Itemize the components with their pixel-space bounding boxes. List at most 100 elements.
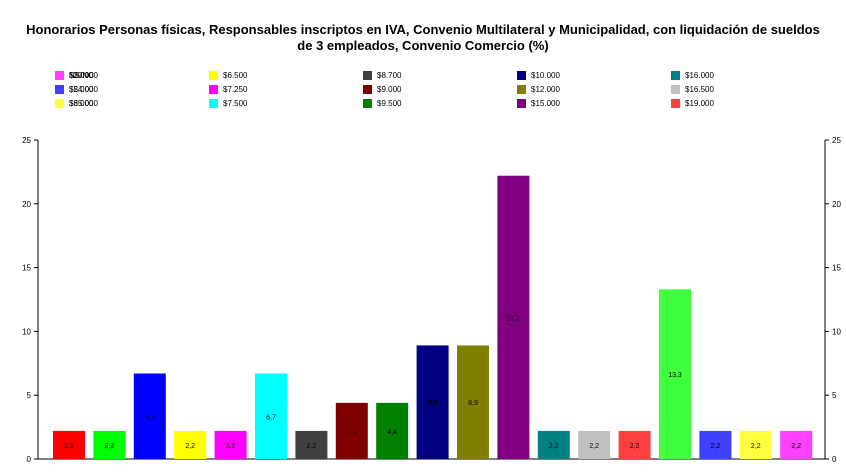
bar-data-label: 2,2 (711, 443, 721, 450)
legend-label: $35.000 (69, 99, 98, 108)
bar-data-label: 2,2 (185, 443, 195, 450)
legend-item: $16.500 (671, 83, 714, 96)
bar-data-label: 2,2 (791, 443, 801, 450)
legend-label: $10.000 (531, 71, 560, 80)
y-tick-label-left: 5 (27, 391, 32, 400)
bar (93, 430, 126, 459)
legend-swatch (363, 85, 372, 94)
bar (295, 430, 328, 459)
legend-label: $20.000 (69, 71, 98, 80)
bar-data-label: 4,4 (347, 429, 357, 436)
legend-swatch (671, 99, 680, 108)
legend-label: $16.500 (685, 85, 714, 94)
legend-item: $15.000 (517, 97, 560, 110)
y-tick-label-left: 20 (22, 200, 31, 209)
legend-label: $9.500 (377, 99, 402, 108)
legend-item: $6.500 (209, 69, 247, 82)
legend-swatch (517, 99, 526, 108)
bar (133, 373, 166, 459)
bar (618, 430, 651, 459)
y-tick-label-left: 0 (27, 455, 32, 464)
y-tick-label-right: 15 (832, 264, 841, 273)
y-tick-label-right: 0 (832, 455, 837, 464)
legend-swatch (55, 85, 64, 94)
bar-data-label: 13,3 (668, 372, 682, 379)
bar-data-label: 2,2 (307, 443, 317, 450)
y-tick-label-right: 20 (832, 200, 841, 209)
chart-title: Honorarios Personas físicas, Responsable… (20, 22, 826, 54)
legend-swatch (55, 71, 64, 80)
legend-label: $19.000 (685, 99, 714, 108)
legend-item: $7.500 (209, 97, 247, 110)
bar-data-label: 2,2 (105, 443, 115, 450)
bar (376, 402, 409, 459)
bar-data-label: 2,2 (549, 443, 559, 450)
chart-legend: $3.000 $5.000 $6.000 $6.500 $7.250 $7.500 $8.7… (55, 69, 825, 123)
bar-data-label: 8,9 (428, 400, 438, 407)
bar-data-label: 4,4 (387, 429, 397, 436)
legend-swatch (517, 71, 526, 80)
legend-label: $9.000 (377, 85, 402, 94)
bar-data-label: 2,2 (630, 443, 640, 450)
legend-label: $24.000 (69, 85, 98, 94)
bar (739, 430, 772, 459)
bar (780, 430, 813, 459)
legend-item: $19.000 (671, 97, 714, 110)
legend-label: $8.700 (377, 71, 402, 80)
bar-data-label: 22,2 (507, 315, 521, 322)
legend-item: $9.000 (363, 83, 401, 96)
y-tick-label-right: 10 (832, 327, 841, 336)
legend-swatch (671, 71, 680, 80)
legend-label: $3.000 (69, 71, 94, 80)
y-tick-label-left: 10 (22, 327, 31, 336)
legend-item: $24.000 (55, 83, 98, 96)
y-tick-label-right: 5 (832, 391, 837, 400)
bar-data-label: 8,9 (468, 400, 478, 407)
legend-label: NS/NC (69, 71, 94, 80)
bar (537, 430, 570, 459)
bar (174, 430, 207, 459)
legend-swatch (517, 85, 526, 94)
bar (335, 402, 368, 459)
y-tick-label-right: 25 (832, 136, 841, 145)
legend-swatch (671, 85, 680, 94)
legend-item: $8.700 (363, 69, 401, 82)
legend-swatch (55, 99, 64, 108)
legend-label: $7.500 (223, 99, 248, 108)
bar (53, 430, 85, 459)
chart-title-line-2: de 3 empleados, Convenio Comercio (%) (297, 38, 549, 53)
legend-item: $35.000 (55, 97, 98, 110)
legend-label: $16.000 (685, 71, 714, 80)
bar-data-label: 6,7 (266, 414, 276, 421)
bar-data-label: 6,7 (145, 414, 155, 421)
chart-title-line-1: Honorarios Personas físicas, Responsable… (26, 22, 820, 37)
legend-item: $10.000 (517, 69, 560, 82)
legend-item: NS/NC (55, 69, 94, 82)
legend-swatch (209, 85, 218, 94)
legend-label: $5.000 (69, 85, 94, 94)
legend-label: $6.500 (223, 71, 248, 80)
y-tick-label-left: 25 (22, 136, 31, 145)
legend-label: $7.250 (223, 85, 248, 94)
legend-label: $12.000 (531, 85, 560, 94)
bar (659, 289, 691, 459)
bar (214, 430, 247, 459)
bar (457, 345, 489, 459)
bar (578, 430, 611, 459)
bar (416, 345, 449, 459)
bar (255, 373, 287, 459)
legend-swatch (363, 99, 372, 108)
legend-swatch (363, 71, 372, 80)
legend-item: $12.000 (517, 83, 560, 96)
bar (497, 175, 530, 459)
bar-data-label: 2,2 (226, 443, 236, 450)
bar-data-label: 2,2 (751, 443, 761, 450)
bar-data-label: 2,2 (589, 443, 599, 450)
legend-swatch (209, 71, 218, 80)
bar-data-label: 2,2 (64, 443, 74, 450)
bar (699, 430, 732, 459)
legend-item: $9.500 (363, 97, 401, 110)
legend-label: $15.000 (531, 99, 560, 108)
legend-label: $6.000 (69, 99, 94, 108)
